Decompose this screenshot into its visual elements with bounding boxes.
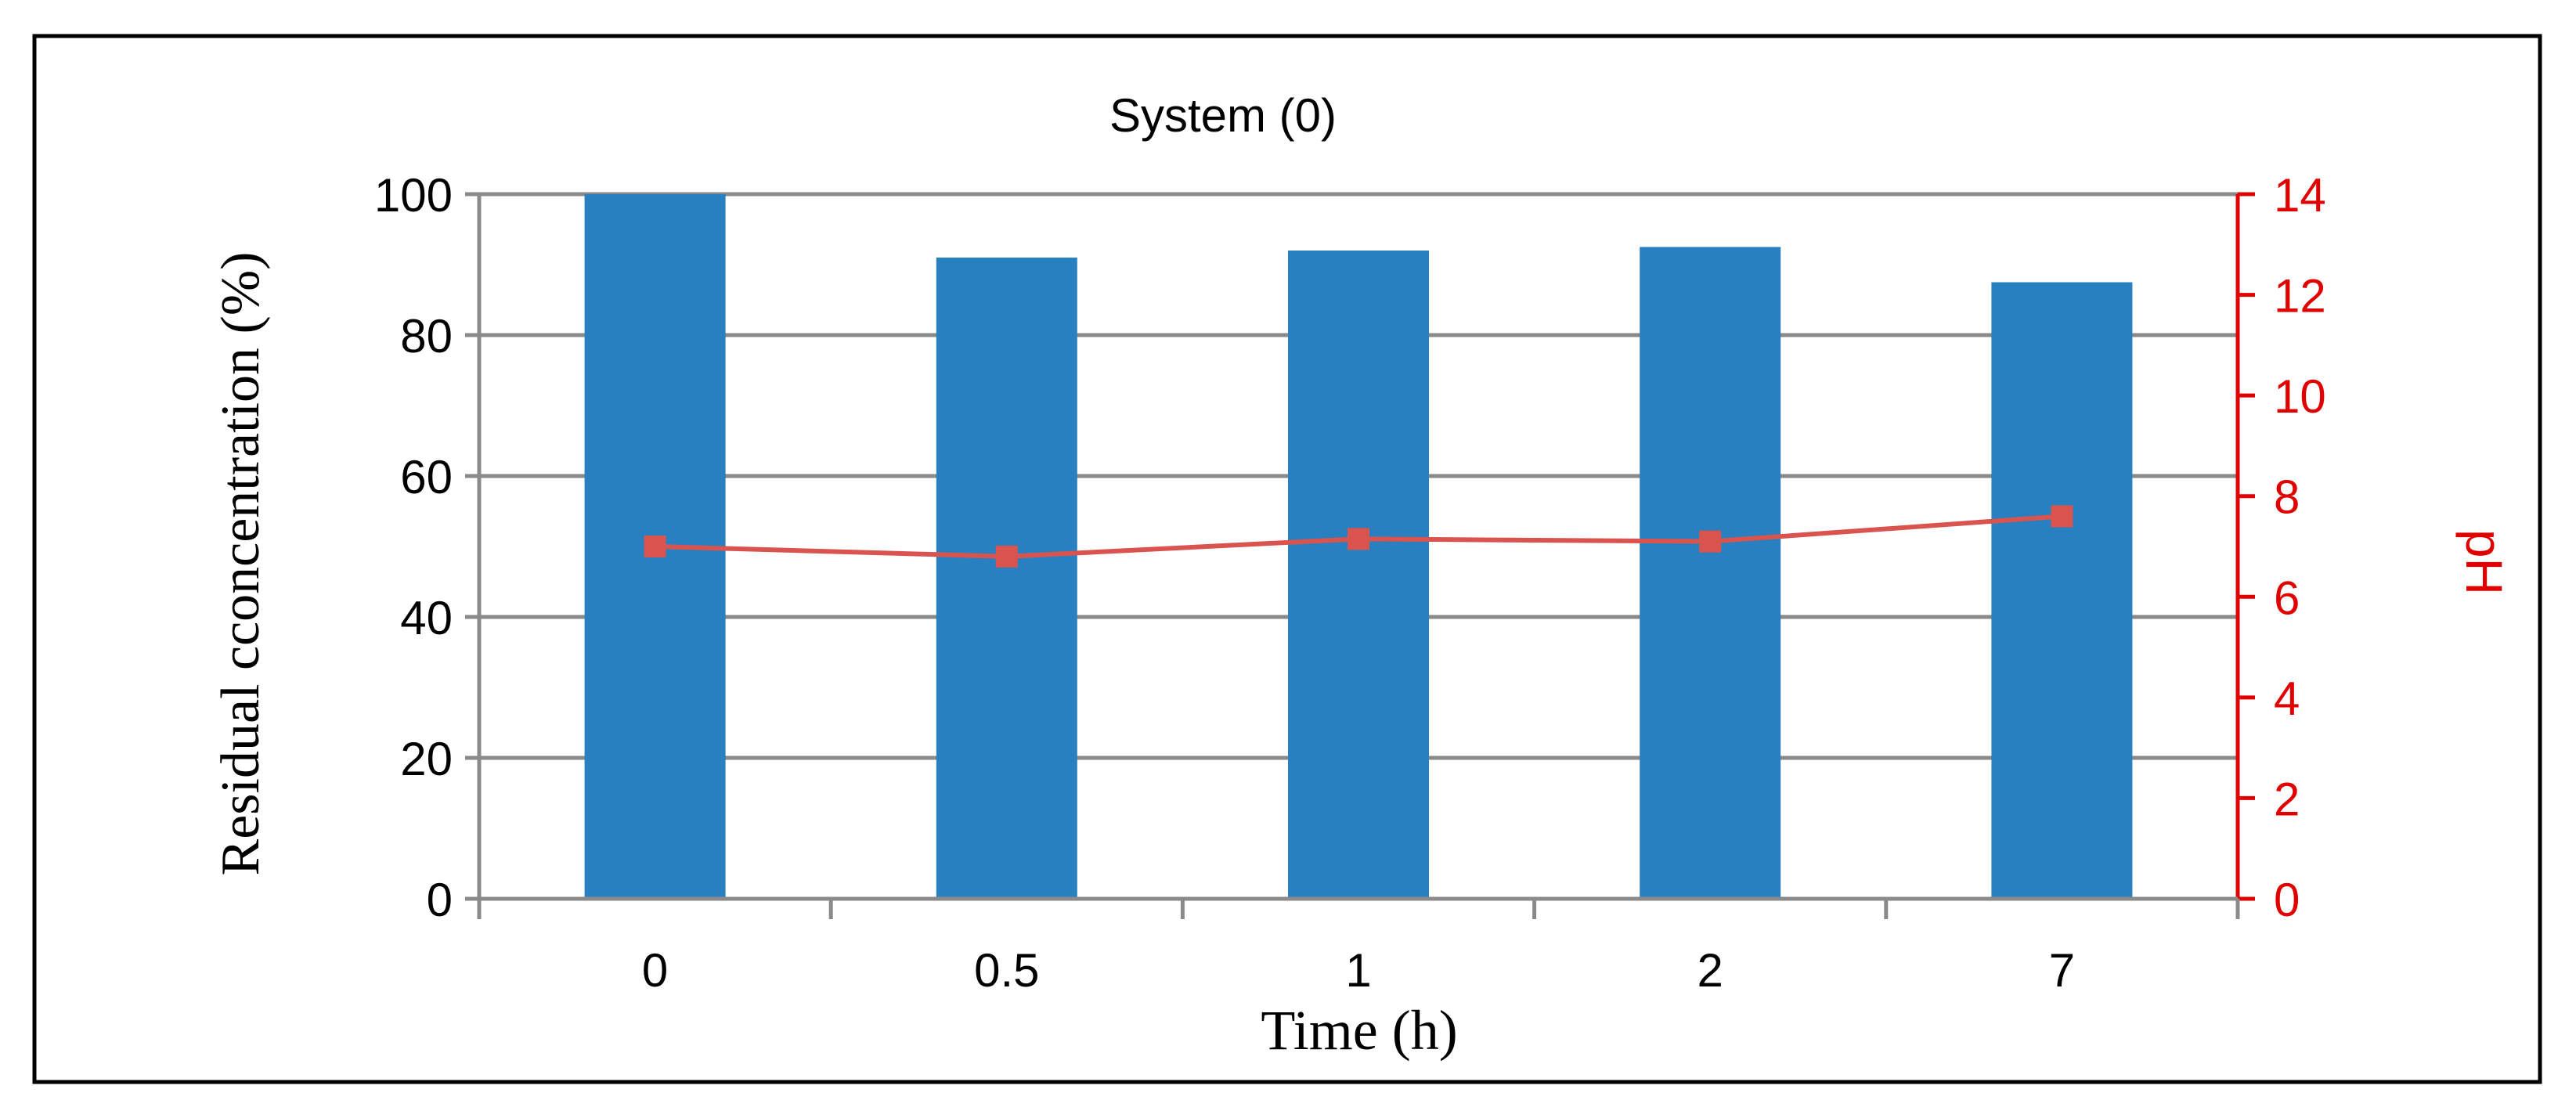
y2-tick-label: 14 <box>2274 169 2326 222</box>
x-tick-label: 2 <box>1697 944 1723 997</box>
line-layer <box>644 505 2073 568</box>
y2-tick-label: 12 <box>2274 270 2326 323</box>
bar-layer <box>584 194 2133 899</box>
y-tick-label: 20 <box>400 733 453 785</box>
bar-7 <box>1991 282 2133 899</box>
y2-tick-label: 0 <box>2274 874 2300 926</box>
ph-point-2 <box>1699 530 1722 553</box>
y2-tick-label: 8 <box>2274 471 2300 524</box>
y-tick-label: 80 <box>400 310 453 362</box>
chart-title: System (0) <box>1109 89 1337 142</box>
y2-tick-label: 10 <box>2274 370 2326 423</box>
x-tick-label: 0 <box>642 944 668 997</box>
axis-layer <box>465 192 2255 919</box>
y-tick-label: 40 <box>400 592 453 644</box>
ph-point-0 <box>644 536 666 557</box>
y2-axis-title: pH <box>2455 529 2513 595</box>
x-tick-label: 7 <box>2049 944 2075 997</box>
y2-tick-label: 2 <box>2274 773 2300 825</box>
y2-tick-label: 4 <box>2274 673 2300 725</box>
bar-0.5 <box>936 258 1077 899</box>
y2-tick-label: 6 <box>2274 572 2300 624</box>
ph-point-0.5 <box>995 545 1018 568</box>
bar-2 <box>1640 247 1781 899</box>
x-tick-label: 0.5 <box>974 944 1039 997</box>
ph-point-1 <box>1348 528 1369 550</box>
y-tick-label: 60 <box>400 451 453 503</box>
x-axis-title: Time (h) <box>1261 999 1457 1062</box>
y-tick-label: 0 <box>427 874 453 926</box>
bar-1 <box>1288 251 1429 899</box>
y-axis-title: Residual cconcentration (%) <box>211 252 271 876</box>
x-tick-label: 1 <box>1345 944 1371 997</box>
y-tick-label: 100 <box>374 169 453 222</box>
ph-point-7 <box>2051 505 2073 528</box>
